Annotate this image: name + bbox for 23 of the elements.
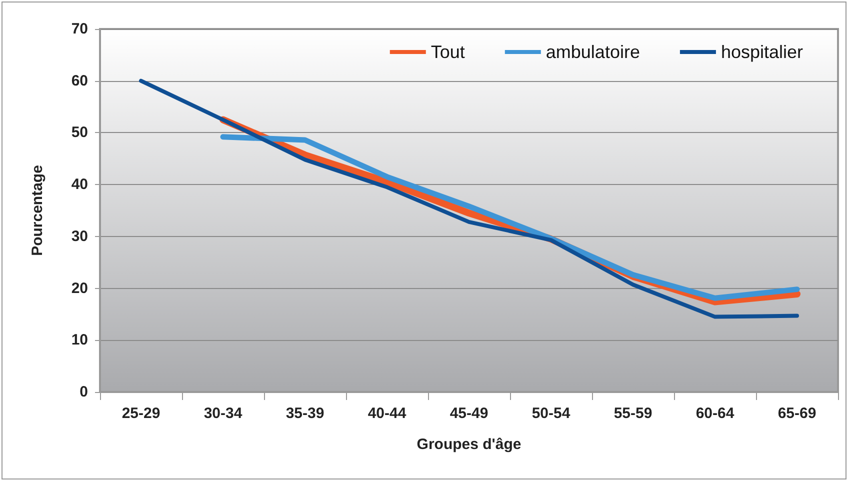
line-series — [139, 78, 799, 319]
y-tick-label: 20 — [71, 280, 88, 297]
y-tick-label: 70 — [71, 20, 88, 38]
y-axis-title: Pourcentage — [29, 165, 46, 256]
x-tick-label: 45-49 — [450, 405, 488, 422]
x-tick-label: 30-34 — [204, 405, 243, 422]
x-tick-label: 25-29 — [122, 405, 160, 422]
legend-label: ambulatoire — [546, 42, 640, 62]
x-tick-label: 35-39 — [286, 405, 324, 422]
y-tick-label: 30 — [71, 228, 88, 245]
legend-label: hospitalier — [720, 42, 804, 62]
y-tick-label: 0 — [80, 384, 88, 400]
y-tick-label: 50 — [71, 124, 88, 142]
x-tick-label: 65-69 — [778, 405, 816, 422]
y-tick-label: 10 — [71, 332, 88, 349]
y-tick-label: 40 — [71, 176, 88, 194]
x-tick-label: 40-44 — [368, 405, 407, 422]
x-tick-label: 50-54 — [532, 405, 571, 422]
y-tick-label: 60 — [71, 72, 88, 90]
x-tick-label: 60-64 — [696, 405, 735, 422]
legend-label: Tout — [430, 42, 465, 62]
x-axis-title: Groupes d'âge — [416, 436, 522, 453]
x-tick-label: 55-59 — [614, 405, 652, 422]
